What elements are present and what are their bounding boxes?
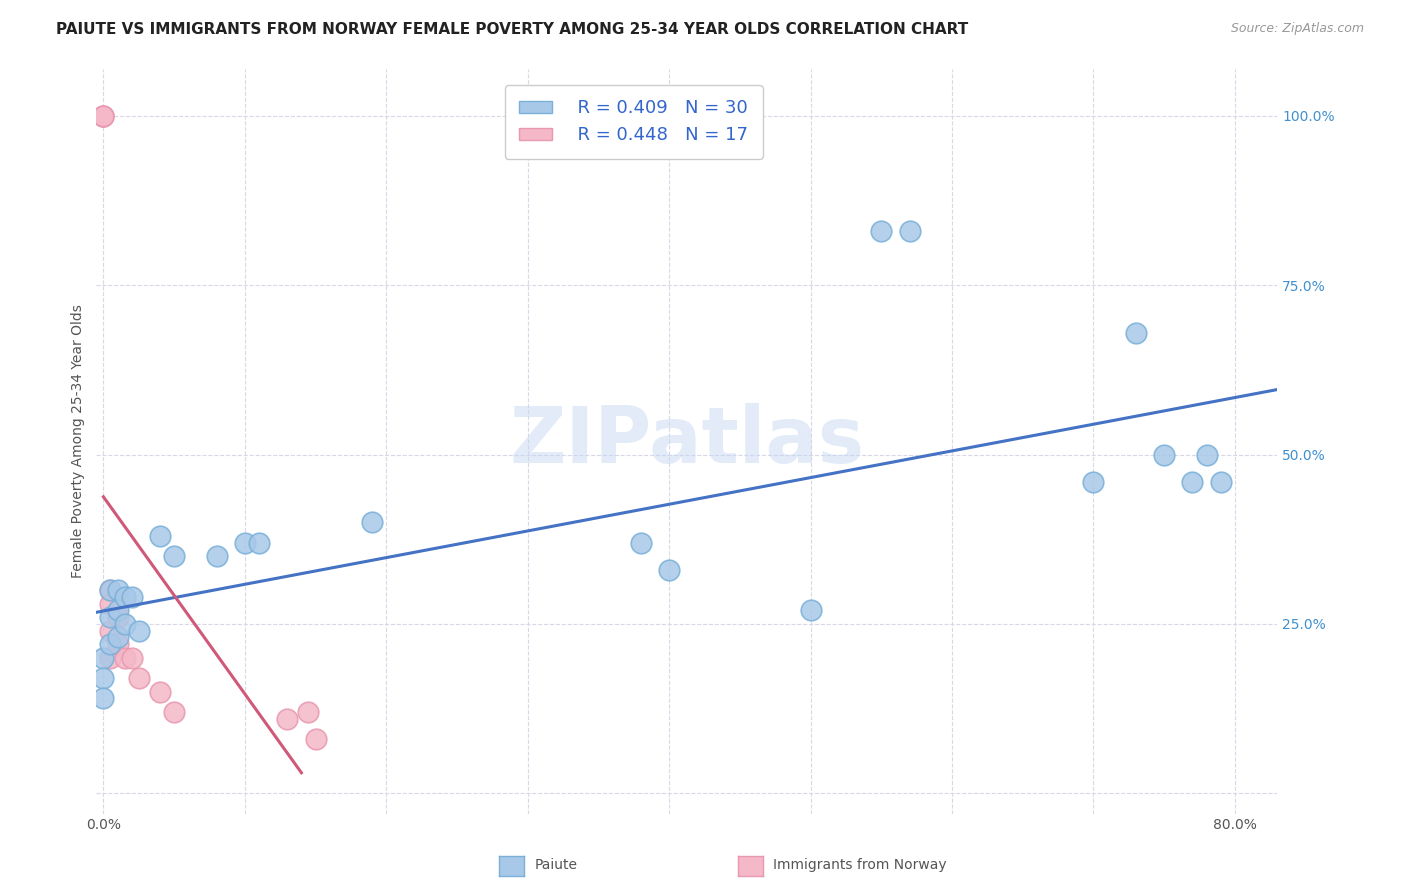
Point — [276, 712, 298, 726]
Point — [163, 705, 186, 719]
Point — [107, 582, 129, 597]
Point — [1181, 475, 1204, 489]
Point — [100, 650, 122, 665]
Point — [121, 590, 143, 604]
Point — [898, 224, 921, 238]
Point — [121, 650, 143, 665]
Point — [107, 603, 129, 617]
Point — [93, 109, 115, 123]
Point — [114, 650, 136, 665]
Point — [247, 535, 270, 549]
Point — [800, 603, 823, 617]
Point — [297, 705, 319, 719]
Point — [1083, 475, 1105, 489]
Point — [128, 624, 150, 638]
Point — [100, 582, 122, 597]
Point — [93, 109, 115, 123]
Point — [658, 563, 681, 577]
Y-axis label: Female Poverty Among 25-34 Year Olds: Female Poverty Among 25-34 Year Olds — [72, 304, 86, 578]
Point — [100, 582, 122, 597]
Text: Source: ZipAtlas.com: Source: ZipAtlas.com — [1230, 22, 1364, 36]
Point — [93, 650, 115, 665]
Point — [100, 637, 122, 651]
Point — [233, 535, 256, 549]
Point — [114, 616, 136, 631]
Point — [163, 549, 186, 564]
Point — [107, 610, 129, 624]
Point — [1195, 448, 1218, 462]
Point — [93, 671, 115, 685]
Point — [93, 691, 115, 706]
Point — [1125, 326, 1147, 340]
Text: Immigrants from Norway: Immigrants from Norway — [773, 858, 946, 872]
Point — [100, 597, 122, 611]
Legend:   R = 0.409   N = 30,   R = 0.448   N = 17: R = 0.409 N = 30, R = 0.448 N = 17 — [505, 85, 762, 159]
Point — [361, 516, 384, 530]
Point — [870, 224, 893, 238]
Point — [304, 732, 326, 747]
Point — [93, 109, 115, 123]
Point — [1153, 448, 1175, 462]
Point — [205, 549, 228, 564]
Point — [128, 671, 150, 685]
Point — [114, 590, 136, 604]
Point — [107, 637, 129, 651]
Point — [149, 684, 172, 698]
Point — [149, 529, 172, 543]
Point — [1209, 475, 1232, 489]
Text: Paiute: Paiute — [534, 858, 578, 872]
Point — [630, 535, 652, 549]
Point — [107, 631, 129, 645]
Text: PAIUTE VS IMMIGRANTS FROM NORWAY FEMALE POVERTY AMONG 25-34 YEAR OLDS CORRELATIO: PAIUTE VS IMMIGRANTS FROM NORWAY FEMALE … — [56, 22, 969, 37]
Point — [100, 610, 122, 624]
Text: ZIPatlas: ZIPatlas — [509, 403, 865, 479]
Point — [100, 624, 122, 638]
